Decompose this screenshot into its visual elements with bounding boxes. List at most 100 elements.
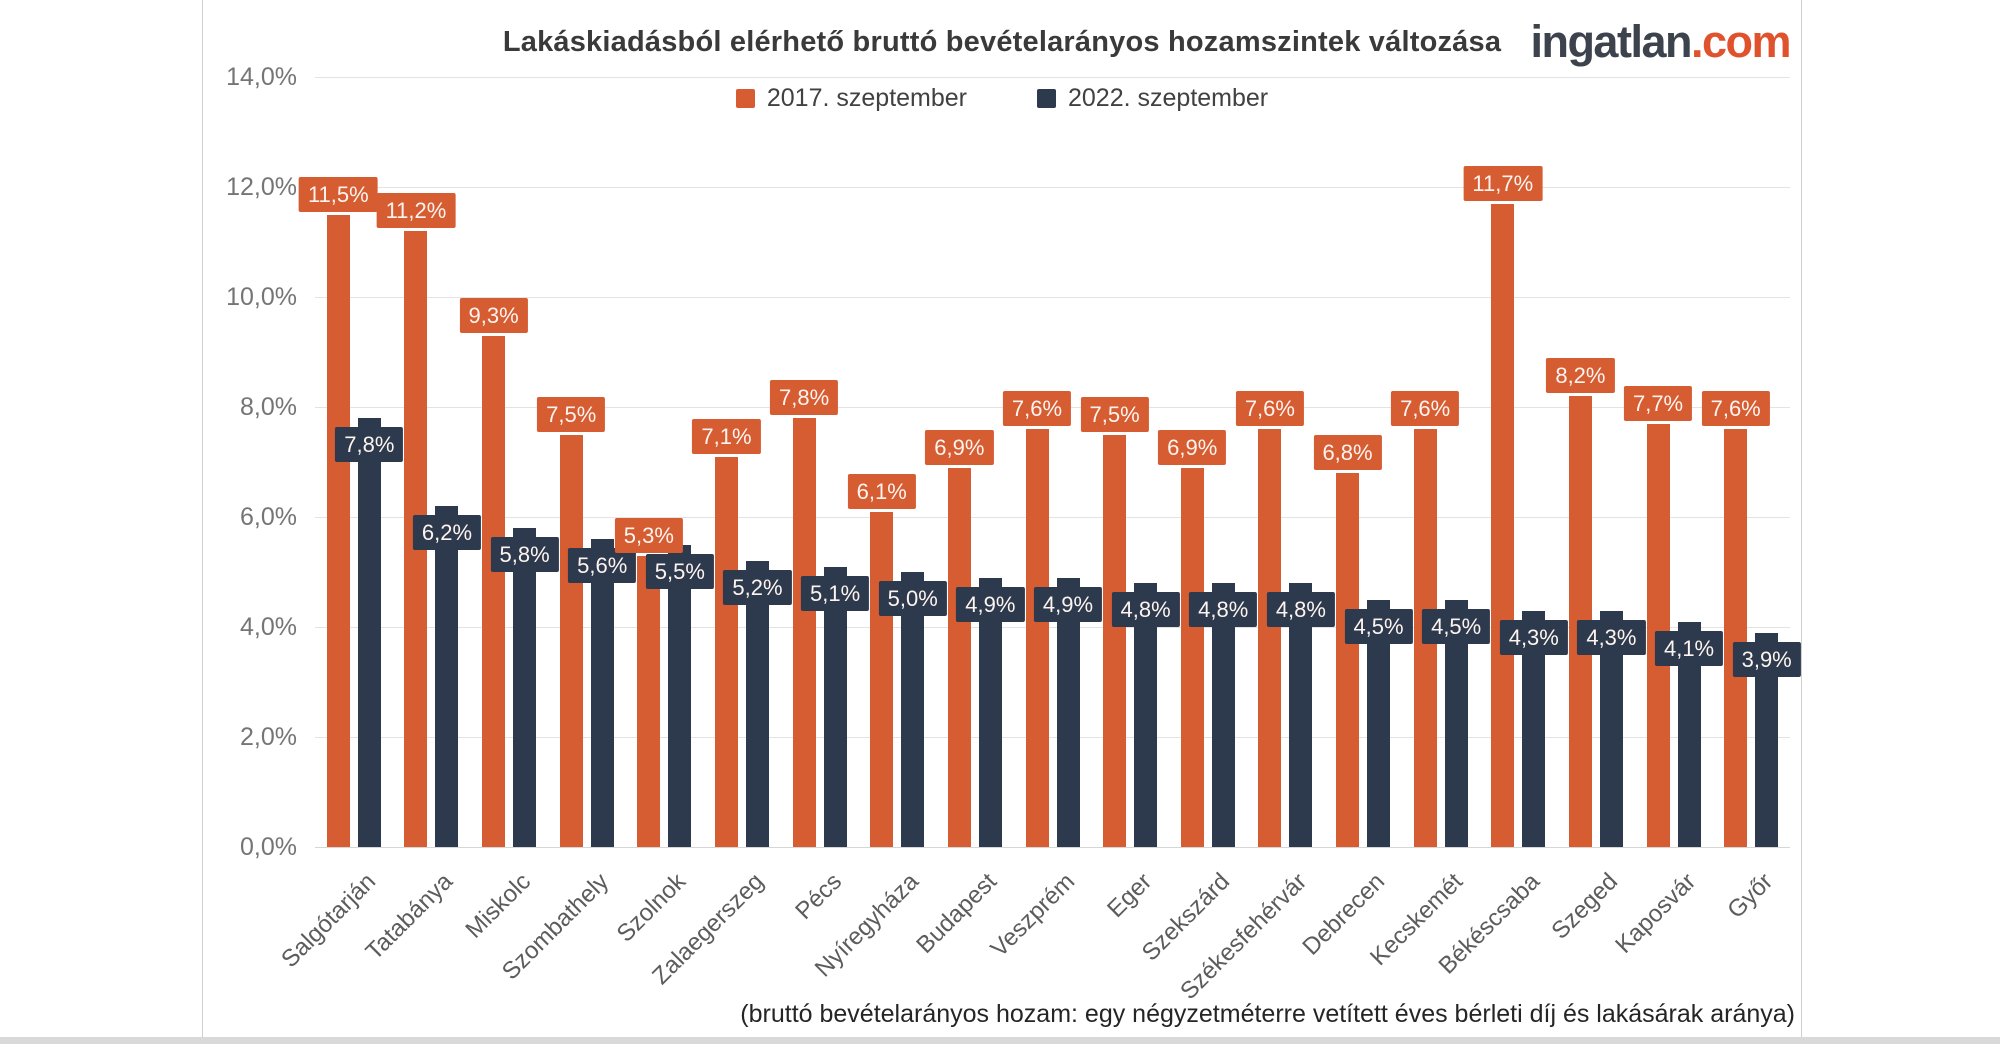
value-label-2017-pecs: 7,8% (770, 380, 839, 415)
value-label-2022-szekszard: 4,8% (1189, 592, 1258, 627)
value-label-2022-miskolc: 5,8% (490, 537, 559, 572)
bar-2022-szombathely (590, 539, 614, 847)
bar-2022-salgotarjan (357, 418, 381, 847)
bar-2022-zalaegerszeg (745, 561, 769, 847)
value-label-2022-nyiregyhaza: 5,0% (878, 581, 947, 616)
bar-2022-eger (1134, 583, 1158, 847)
legend-swatch-2022 (1037, 89, 1056, 108)
value-label-2022-debrecen: 4,5% (1344, 608, 1413, 644)
bar-2022-tatabanya (435, 506, 459, 847)
bar-2017-gyor (1724, 429, 1748, 847)
gridline-10 (315, 297, 1790, 298)
bar-2017-szombathely (559, 434, 583, 847)
value-label-2017-zalaegerszeg: 7,1% (692, 418, 761, 454)
bar-2017-szolnok (637, 555, 661, 847)
value-label-2022-szombathely: 5,6% (568, 548, 637, 583)
value-label-2017-veszprem: 7,6% (1002, 391, 1072, 426)
value-label-2017-szekesfehervar: 7,6% (1235, 391, 1304, 426)
bar-2017-zalaegerszeg (714, 456, 738, 847)
value-label-2017-budapest: 6,9% (925, 429, 994, 465)
value-label-2022-bekescsaba: 4,3% (1499, 619, 1568, 655)
value-label-2022-salgotarjan: 7,8% (335, 427, 404, 462)
logo-text-ingatlan: ingatlan (1530, 16, 1692, 67)
bar-2022-veszprem (1056, 577, 1080, 847)
gridline-0 (315, 847, 1790, 848)
legend-label-2022: 2022. szeptember (1068, 84, 1269, 112)
y-tick-12: 12,0% (226, 173, 297, 201)
y-tick-6: 6,0% (240, 503, 297, 531)
value-label-2022-gyor: 3,9% (1732, 641, 1801, 677)
bar-2017-nyiregyhaza (870, 511, 894, 847)
bar-2022-miskolc (513, 528, 537, 847)
value-label-2022-kaposvar: 4,1% (1654, 630, 1724, 666)
widget-border-left (202, 0, 203, 1037)
gridline-6 (315, 517, 1790, 518)
bar-2017-miskolc (482, 335, 506, 847)
value-label-2017-nyiregyhaza: 6,1% (847, 473, 916, 509)
value-label-2022-zalaegerszeg: 5,2% (723, 570, 792, 605)
value-label-2017-miskolc: 9,3% (459, 297, 528, 333)
value-label-2022-szekesfehervar: 4,8% (1266, 592, 1335, 627)
value-label-2022-szolnok: 5,5% (645, 553, 714, 589)
bar-2022-debrecen (1367, 599, 1391, 847)
legend-label-2017: 2017. szeptember (766, 84, 967, 112)
bar-2022-szekszard (1211, 583, 1235, 847)
bar-2022-nyiregyhaza (901, 572, 925, 847)
value-label-2017-kaposvar: 7,7% (1623, 385, 1693, 421)
bar-2017-salgotarjan (326, 214, 350, 847)
widget-border-right (1801, 0, 1802, 1037)
bar-2017-veszprem (1025, 429, 1049, 847)
bar-2022-budapest (978, 577, 1002, 847)
bar-2017-szekesfehervar (1258, 429, 1282, 847)
bar-2022-szolnok (668, 544, 692, 847)
legend-item-2022: 2022. szeptember (1037, 84, 1268, 113)
chart-legend: 2017. szeptember 2022. szeptember (202, 84, 1802, 113)
value-label-2022-szeged: 4,3% (1577, 619, 1646, 655)
value-label-2022-eger: 4,8% (1111, 592, 1180, 627)
gridline-2 (315, 737, 1790, 738)
bar-2017-szekszard (1180, 467, 1204, 847)
value-label-2017-szeged: 8,2% (1546, 358, 1615, 393)
y-tick-8: 8,0% (240, 393, 297, 421)
legend-item-2017: 2017. szeptember (735, 84, 967, 113)
bar-2022-pecs (823, 566, 847, 847)
value-label-2017-tatabanya: 11,2% (376, 193, 456, 228)
legend-swatch-2017 (735, 89, 755, 108)
bar-2022-gyor (1755, 632, 1779, 847)
bar-2022-szeged (1599, 610, 1623, 847)
bar-2017-budapest (947, 467, 971, 847)
value-label-2022-veszprem: 4,9% (1033, 586, 1103, 622)
logo-text-com: .com (1690, 16, 1792, 67)
value-label-2022-pecs: 5,1% (801, 575, 870, 611)
widget-bottom-strip (0, 1037, 2000, 1044)
bar-2017-debrecen (1336, 473, 1360, 847)
y-tick-2: 2,0% (240, 723, 297, 751)
value-label-2017-salgotarjan: 11,5% (298, 176, 378, 212)
bar-2022-kecskemet (1444, 599, 1468, 847)
bar-2017-bekescsaba (1491, 203, 1515, 847)
value-label-2017-szombathely: 7,5% (537, 396, 606, 432)
y-tick-0: 0,0% (240, 833, 297, 861)
value-label-2017-szolnok: 5,3% (614, 517, 683, 553)
bar-2022-szekesfehervar (1289, 583, 1313, 847)
value-label-2017-kecskemet: 7,6% (1391, 391, 1460, 426)
bar-2022-kaposvar (1677, 621, 1701, 847)
value-label-2017-szekszard: 6,9% (1158, 429, 1227, 465)
y-tick-4: 4,0% (240, 613, 297, 641)
y-tick-10: 10,0% (226, 283, 297, 311)
ingatlan-com-logo: ingatlan.com (1470, 16, 1792, 68)
value-label-2017-eger: 7,5% (1080, 396, 1149, 432)
value-label-2017-gyor: 7,6% (1701, 391, 1770, 426)
footer-note: (bruttó bevételarányos hozam: egy négyze… (740, 1000, 1795, 1028)
bar-2017-pecs (792, 418, 816, 847)
value-label-2022-tatabanya: 6,2% (412, 515, 482, 550)
gridline-14 (315, 77, 1790, 78)
value-label-2022-kecskemet: 4,5% (1422, 608, 1491, 644)
y-tick-14: 14,0% (226, 63, 297, 91)
value-label-2022-budapest: 4,9% (956, 586, 1025, 622)
value-label-2017-debrecen: 6,8% (1313, 435, 1382, 470)
gridline-12 (315, 187, 1790, 188)
bar-2017-eger (1103, 434, 1127, 847)
gridline-4 (315, 627, 1790, 628)
